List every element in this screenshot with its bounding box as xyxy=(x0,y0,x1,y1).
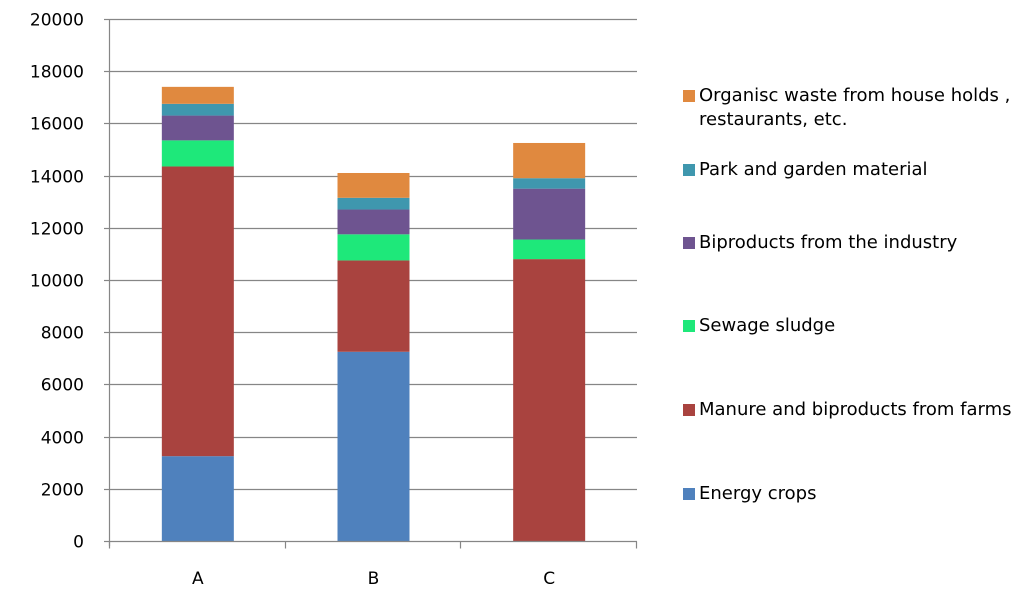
legend-item: Sewage sludge xyxy=(683,314,1016,338)
legend-swatch xyxy=(683,164,695,176)
legend-label: Sewage sludge xyxy=(699,315,836,336)
legend-swatch xyxy=(683,90,695,102)
legend-label: Manure and biproducts from farms xyxy=(699,399,1012,420)
legend-label: Organisc waste from house holds , restau… xyxy=(699,85,1011,130)
legend-label: Biproducts from the industry xyxy=(699,232,958,253)
y-tick-label: 4000 xyxy=(41,429,84,449)
bar-segment-b-series-0 xyxy=(337,351,410,541)
x-axis-category-labels: A B C xyxy=(192,569,555,589)
legend-label: Energy crops xyxy=(699,483,817,504)
y-tick-label: 18000 xyxy=(30,63,84,83)
category-label: C xyxy=(543,569,555,589)
bar-segment-b-series-1 xyxy=(337,260,410,352)
bar-segment-a-series-2 xyxy=(161,140,234,167)
y-axis-tick-labels: 0 2000 4000 6000 8000 10000 12000 14000 16000 180… xyxy=(30,11,84,553)
y-tick-label: 16000 xyxy=(30,115,84,135)
legend-label: Park and garden material xyxy=(699,159,928,180)
bar-segment-b-series-5 xyxy=(337,172,410,198)
bar-segment-b-series-4 xyxy=(337,197,410,210)
legend-item: Energy crops xyxy=(683,482,1016,506)
bar-segment-c-series-3 xyxy=(513,188,586,240)
legend-swatch xyxy=(683,404,695,416)
y-tick-label: 0 xyxy=(73,533,84,553)
legend-item: Biproducts from the industry xyxy=(683,231,1016,255)
y-tick-label: 8000 xyxy=(41,324,84,344)
bar-segment-c-series-4 xyxy=(513,178,586,189)
bar-segment-a-series-3 xyxy=(161,115,234,141)
bar-segments xyxy=(161,86,586,541)
bar-segment-b-series-3 xyxy=(337,209,410,235)
legend-item: Organisc waste from house holds , restau… xyxy=(683,84,1016,132)
bar-segment-a-series-1 xyxy=(161,166,234,457)
legend-swatch xyxy=(683,237,695,249)
legend: Organisc waste from house holds , restau… xyxy=(683,0,1016,593)
bar-segment-c-series-1 xyxy=(513,259,586,541)
y-tick-label: 6000 xyxy=(41,376,84,396)
bar-segment-c-series-2 xyxy=(513,239,586,260)
y-tick-label: 20000 xyxy=(30,11,84,31)
stacked-bar-chart: 0 2000 4000 6000 8000 10000 12000 14000 16000 180… xyxy=(30,11,638,589)
y-tick-label: 12000 xyxy=(30,220,84,240)
y-tick-label: 2000 xyxy=(41,481,84,501)
bar-segment-a-series-0 xyxy=(161,456,234,541)
bar-segment-c-series-5 xyxy=(513,142,586,179)
bar-segment-a-series-5 xyxy=(161,86,234,104)
y-tick-label: 14000 xyxy=(30,168,84,188)
legend-swatch xyxy=(683,488,695,500)
category-label: B xyxy=(368,569,380,589)
axes xyxy=(104,18,638,549)
legend-item: Manure and biproducts from farms xyxy=(683,398,1016,422)
legend-swatch xyxy=(683,320,695,332)
category-label: A xyxy=(192,569,204,589)
bar-segment-b-series-2 xyxy=(337,234,410,261)
legend-item: Park and garden material xyxy=(683,158,1016,182)
bar-segment-a-series-4 xyxy=(161,103,234,116)
y-tick-label: 10000 xyxy=(30,272,84,292)
